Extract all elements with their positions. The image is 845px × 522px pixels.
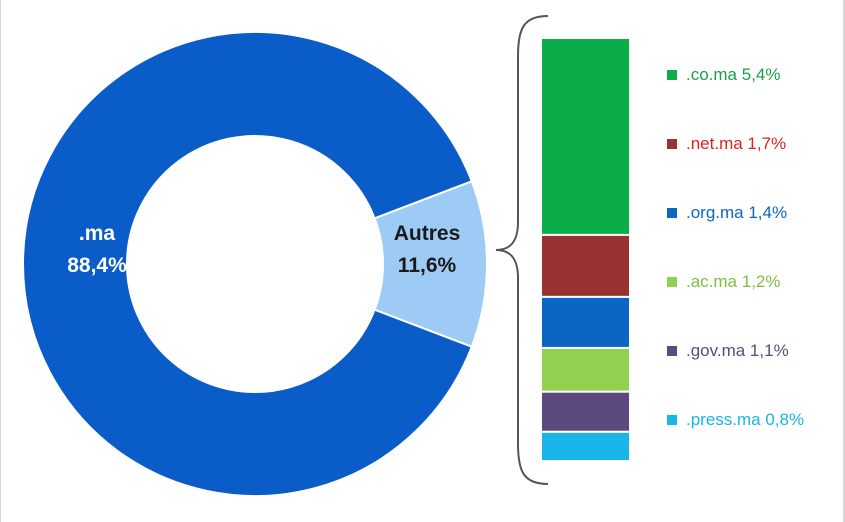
legend-entry: .gov.ma 1,1% — [686, 341, 789, 360]
donut-label-value: 88,4% — [67, 254, 127, 277]
legend-swatch — [667, 208, 677, 218]
stack-segment-netma — [540, 233, 631, 298]
legend: .co.ma 5,4% .net.ma 1,7% .org.ma 1,4% .ac.m… — [667, 65, 804, 429]
donut-label-value: 11,6% — [398, 254, 457, 277]
legend-swatch — [667, 139, 677, 149]
stacked-column — [540, 37, 631, 462]
legend-entry: .press.ma 0,8% — [686, 410, 804, 429]
stack-segment-coma — [540, 37, 631, 236]
stack-segment-acma — [540, 346, 631, 393]
legend-entry: .ac.ma 1,2% — [686, 272, 781, 291]
donut-label-name: .ma — [79, 222, 116, 245]
legend-swatch — [667, 277, 677, 287]
legend-entry: .net.ma 1,7% — [686, 134, 786, 153]
legend-entry: .org.ma 1,4% — [686, 203, 787, 222]
donut-chart: .ma 88,4% Autres 11,6% — [22, 31, 488, 497]
legend-swatch — [667, 70, 677, 80]
legend-swatch — [667, 346, 677, 356]
donut-slice-ma — [22, 31, 474, 497]
donut-label-name: Autres — [394, 222, 461, 245]
stack-segment-orgma — [540, 295, 631, 349]
legend-entry: .co.ma 5,4% — [686, 65, 781, 84]
stack-segment-pressma — [540, 430, 631, 462]
stack-segment-govma — [540, 390, 631, 433]
donut-slice-autres — [373, 180, 488, 348]
legend-swatch — [667, 415, 677, 425]
curly-bracket — [495, 15, 549, 485]
